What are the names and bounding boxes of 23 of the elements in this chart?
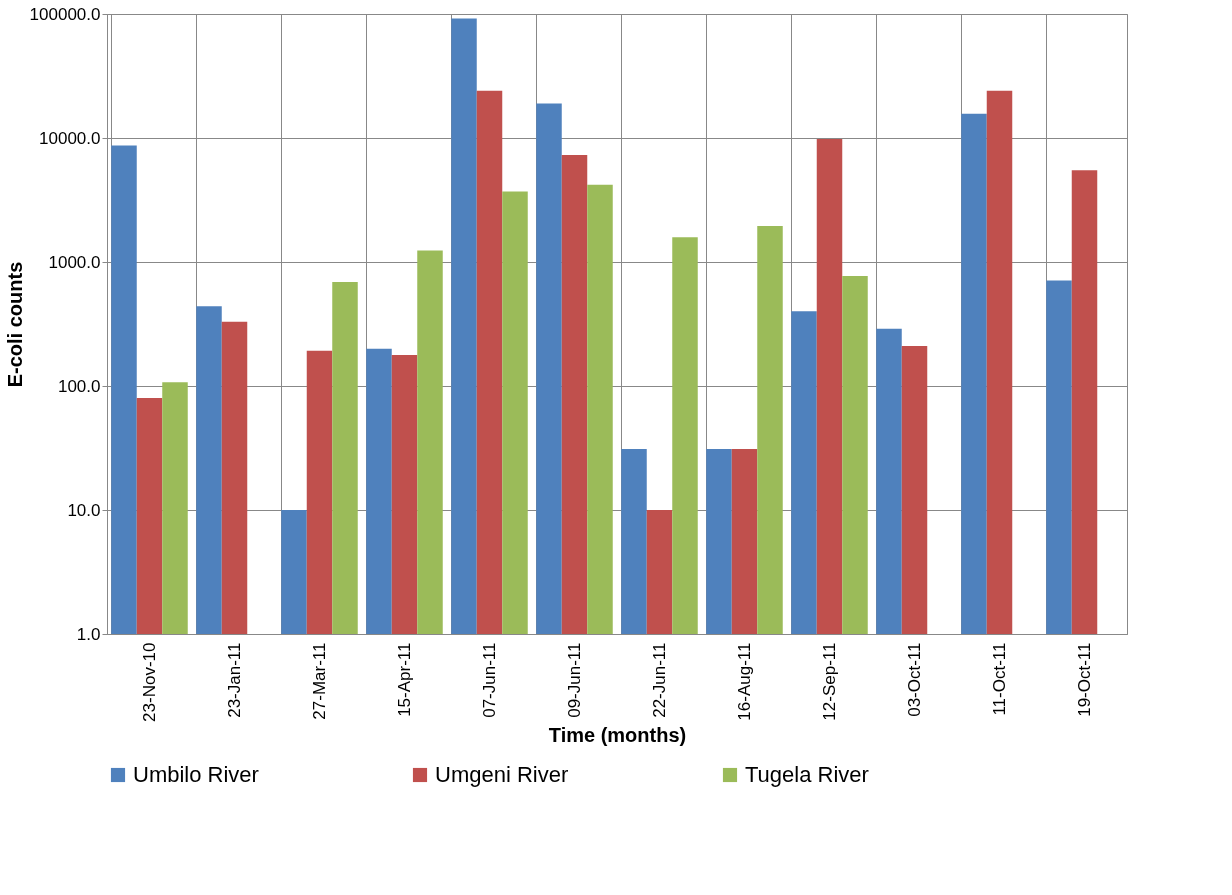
y-tick-label: 1000.0 bbox=[48, 252, 101, 272]
y-tick-label: 100000.0 bbox=[29, 4, 101, 24]
y-tick-label: 1.0 bbox=[76, 624, 101, 644]
x-tick-label: 23-Nov-10 bbox=[139, 642, 159, 722]
x-tick-label: 27-Mar-11 bbox=[309, 642, 329, 720]
x-tick-label: 11-Oct-11 bbox=[989, 642, 1009, 716]
legend-label: Tugela River bbox=[745, 762, 869, 787]
x-tick-label: 03-Oct-11 bbox=[904, 642, 924, 717]
x-tick-label: 15-Apr-11 bbox=[394, 642, 414, 717]
y-axis-title: E-coli counts bbox=[3, 261, 26, 388]
x-tick-label: 23-Jan-11 bbox=[224, 642, 244, 718]
x-tick-label: 19-Oct-11 bbox=[1074, 642, 1094, 717]
legend-label: Umgeni River bbox=[435, 762, 569, 787]
x-axis-title: Time (months) bbox=[548, 723, 687, 746]
x-tick-label: 22-Jun-11 bbox=[649, 642, 669, 718]
x-tick-label: 07-Jun-11 bbox=[479, 642, 499, 718]
y-tick-label: 10.0 bbox=[67, 500, 101, 520]
legend-label: Umbilo River bbox=[133, 762, 259, 787]
y-tick-label: 10000.0 bbox=[39, 128, 101, 148]
x-tick-label: 09-Jun-11 bbox=[564, 642, 584, 718]
x-tick-label: 12-Sep-11 bbox=[819, 642, 839, 721]
y-tick-label: 100.0 bbox=[57, 376, 101, 396]
x-tick-label: 16-Aug-11 bbox=[734, 642, 754, 721]
